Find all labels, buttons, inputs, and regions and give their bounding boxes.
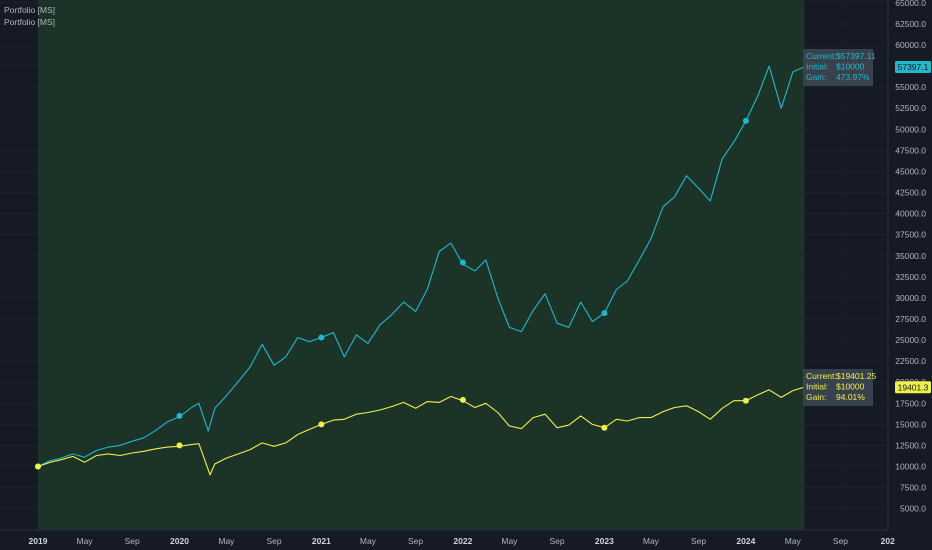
x-tick-label: Sep (833, 536, 848, 546)
y-tick-label: 17500.0 (895, 398, 926, 408)
info-box-label: Current: (806, 51, 837, 61)
x-tick-label: 2024 (736, 536, 755, 546)
grid-lines (0, 2, 888, 509)
series-marker-b (318, 421, 325, 428)
info-box-value: $10000 (836, 62, 865, 72)
x-tick-label: May (501, 536, 518, 546)
series-marker-b (601, 424, 608, 431)
series-line-b (37, 386, 805, 476)
x-tick-label: May (643, 536, 660, 546)
y-tick-label: 32500.0 (895, 272, 926, 282)
y-tick-label: 50000.0 (895, 124, 926, 134)
y-tick-label: 65000.0 (895, 0, 926, 8)
series-line-a (37, 65, 805, 467)
series-marker-a (176, 412, 183, 419)
series-marker-a (318, 334, 325, 341)
y-tick-label: 35000.0 (895, 251, 926, 261)
markers-layer (35, 117, 749, 470)
last-value-bg (895, 60, 931, 73)
y-tick-label: 7500.0 (900, 483, 926, 493)
y-tick-label: 62500.0 (895, 19, 926, 29)
info-box-a: Current: $57397.11 Initial: $10000 Gain: 473.… (803, 49, 876, 86)
info-box-label: Current: (806, 371, 837, 381)
x-tick-label: May (218, 536, 235, 546)
series-marker-b (176, 442, 183, 449)
x-tick-label: May (785, 536, 802, 546)
y-tick-label: 25000.0 (895, 335, 926, 345)
info-box-label: Gain: (806, 392, 826, 402)
last-value-label-b: 19401.3 (895, 381, 931, 394)
last-value-bg (895, 381, 931, 394)
info-box-value: 94.01% (836, 392, 865, 402)
plot-area (38, 0, 805, 530)
info-box-label: Initial: (806, 382, 828, 392)
y-tick-label: 15000.0 (895, 419, 926, 429)
y-tick-label: 40000.0 (895, 209, 926, 219)
x-tick-label: 2020 (170, 536, 189, 546)
y-tick-label: 30000.0 (895, 293, 926, 303)
x-tick-label: Sep (550, 536, 565, 546)
y-tick-label: 55000.0 (895, 82, 926, 92)
x-tick-label: 2023 (595, 536, 614, 546)
last-value-text: 19401.3 (898, 382, 929, 392)
series-marker-b (459, 396, 466, 403)
x-tick-label: Sep (267, 536, 282, 546)
series-marker-a (459, 259, 466, 266)
x-tick-label: May (76, 536, 93, 546)
last-value-labels: 57397.1 19401.3 (895, 60, 931, 394)
series-marker-a (742, 117, 749, 124)
info-box-value: 473.97% (836, 72, 870, 82)
last-value-label-a: 57397.1 (895, 60, 931, 73)
series-marker-b (35, 463, 41, 470)
info-box-bg (803, 49, 873, 86)
info-box-value: $10000 (836, 382, 865, 392)
legend-line-2: Portfolio [MS] (4, 17, 56, 27)
series-layer (37, 65, 805, 476)
info-box-label: Gain: (806, 72, 826, 82)
series-marker-a (601, 310, 608, 317)
y-tick-label: 45000.0 (895, 166, 926, 176)
legend-line-1: Portfolio [MS] (4, 5, 56, 15)
series-marker-b (742, 397, 749, 404)
y-tick-label: 22500.0 (895, 356, 926, 366)
x-tick-label: Sep (408, 536, 423, 546)
info-box-bg (803, 369, 873, 406)
x-tick-label: May (360, 536, 377, 546)
info-box-b: Current: $19401.25 Initial: $10000 Gain: 94.0… (803, 369, 876, 406)
x-tick-label: 2019 (29, 536, 48, 546)
info-box-value: $19401.25 (836, 371, 876, 381)
y-tick-label: 27500.0 (895, 314, 926, 324)
x-tick-label: 2022 (453, 536, 472, 546)
y-tick-label: 60000.0 (895, 40, 926, 50)
y-tick-label: 12500.0 (895, 440, 926, 450)
x-tick-label: Sep (691, 536, 706, 546)
y-tick-label: 37500.0 (895, 230, 926, 240)
y-tick-label: 5000.0 (900, 504, 926, 514)
x-tick-label: 2021 (312, 536, 331, 546)
x-axis: 2019 May Sep 2020 May Sep 2021 May Sep 2022 May Sep… (29, 536, 896, 546)
y-tick-label: 10000.0 (895, 462, 926, 472)
y-tick-label: 47500.0 (895, 145, 926, 155)
y-tick-label: 52500.0 (895, 103, 926, 113)
info-box-value: $57397.11 (836, 51, 876, 61)
info-box-label: Initial: (806, 62, 828, 72)
y-tick-label: 42500.0 (895, 188, 926, 198)
x-tick-label: Sep (125, 536, 140, 546)
last-value-text: 57397.1 (898, 62, 929, 72)
x-tick-label: 202 (881, 536, 895, 546)
